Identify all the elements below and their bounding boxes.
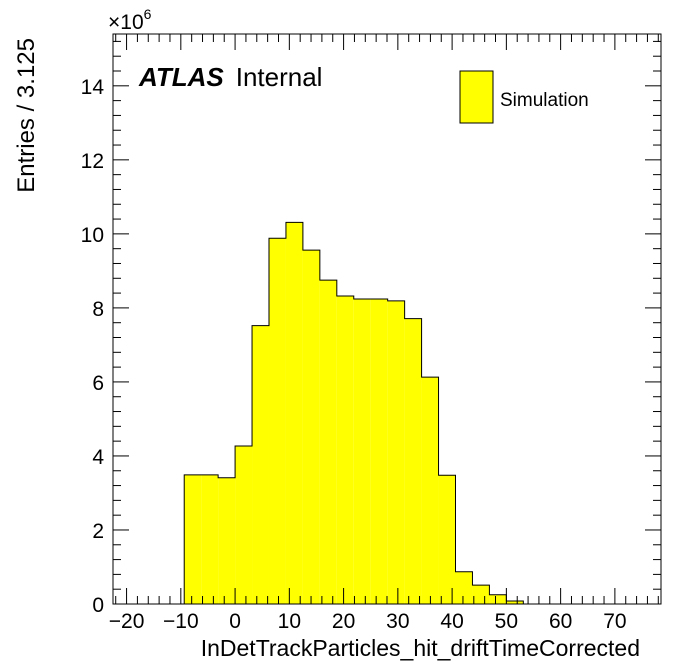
histogram-bin (268, 238, 286, 604)
histogram-outline (183, 221, 524, 604)
y-tick-label: 8 (92, 298, 104, 321)
histogram-bin (201, 474, 219, 604)
atlas-status: Internal (236, 62, 323, 92)
legend: Simulation (459, 70, 589, 124)
histogram-bin (421, 377, 439, 604)
y-axis-label: Entries / 3.125 (13, 38, 40, 193)
y-tick-label: 4 (92, 446, 104, 469)
y-tick-label: 12 (81, 150, 104, 173)
histogram-bin (387, 300, 405, 604)
y-tick-label: 2 (92, 520, 104, 543)
histogram-bin (404, 318, 422, 604)
y-tick-label: 0 (92, 594, 104, 617)
y-tick-labels: 0 2 4 6 8 10 12 14 (81, 76, 105, 617)
histogram-bin (506, 601, 524, 604)
histogram-bin (370, 299, 388, 604)
y-tick-label: 6 (92, 372, 104, 395)
legend-swatch-simulation (459, 70, 494, 124)
histogram-bars (184, 222, 524, 605)
histogram-bin (252, 325, 269, 604)
y-tick-label: 14 (81, 76, 105, 99)
legend-label-simulation: Simulation (500, 90, 589, 111)
x-tick-label: 30 (386, 610, 409, 633)
x-tick-label: 0 (229, 610, 241, 633)
x-tick-label: −20 (109, 610, 145, 633)
atlas-experiment: ATLAS (138, 62, 224, 92)
histogram-bin (489, 594, 507, 604)
histogram-bin (302, 250, 320, 605)
histogram-bin (472, 585, 490, 604)
x-axis-label: InDetTrackParticles_hit_driftTimeCorrect… (201, 635, 640, 661)
axis-ticks (113, 34, 661, 605)
histogram-bin (235, 445, 253, 604)
histogram-bin (184, 474, 202, 604)
y-multiplier-base: ×10 (108, 11, 144, 34)
histogram-bin (455, 571, 473, 604)
histogram-bin (336, 296, 354, 604)
histogram-bin (285, 222, 303, 604)
histogram-bin (353, 299, 371, 604)
x-tick-labels: −20 −10 0 10 20 30 40 50 60 70 (109, 610, 627, 633)
x-tick-label: −10 (163, 610, 199, 633)
x-tick-label: 60 (549, 610, 572, 633)
y-tick-label: 10 (81, 224, 104, 247)
x-tick-label: 70 (603, 610, 626, 633)
x-tick-label: 50 (495, 610, 518, 633)
x-tick-label: 20 (332, 610, 355, 633)
histogram-bin (319, 280, 337, 604)
x-tick-label: 40 (440, 610, 463, 633)
x-tick-label: 10 (278, 610, 301, 633)
histogram-bin (438, 475, 456, 604)
y-multiplier: ×106 (108, 6, 152, 34)
y-multiplier-exponent: 6 (144, 6, 152, 22)
histogram-bin (218, 477, 236, 604)
atlas-label: ATLAS Internal (138, 62, 322, 92)
